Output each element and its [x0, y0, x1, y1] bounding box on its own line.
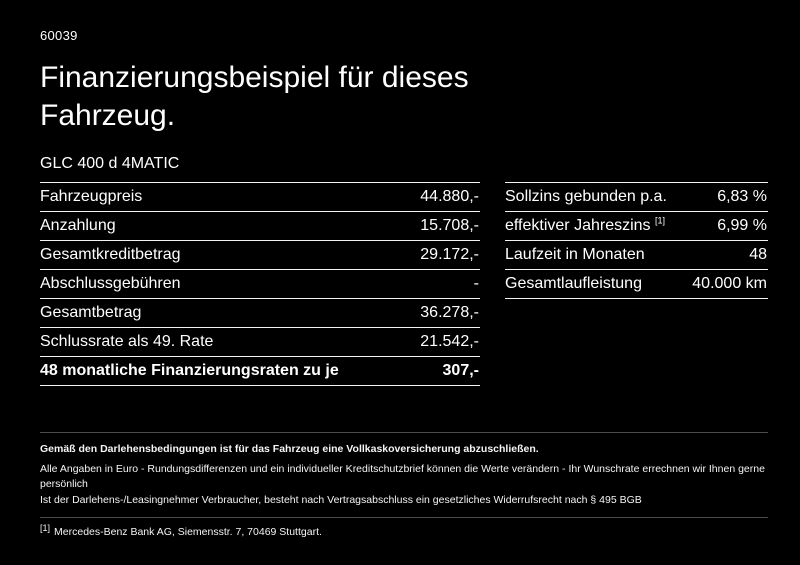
row-value: 21.542,-	[420, 333, 479, 350]
legal-note-insurance: Gemäß den Darlehensbedingungen ist für d…	[40, 443, 539, 455]
page-title: Finanzierungsbeispiel für dieses Fahrzeu…	[40, 61, 469, 132]
vehicle-name: GLC 400 d 4MATIC	[40, 155, 180, 172]
table-row-laufzeit: Laufzeit in Monaten 48	[505, 240, 768, 269]
table-row-anzahlung: Anzahlung 15.708,-	[40, 211, 480, 240]
table-row-effektiver-jahreszins: effektiver Jahreszins [1] 6,99 %	[505, 211, 768, 240]
legal-note-withdrawal: Ist der Darlehens-/Leasingnehmer Verbrau…	[40, 493, 642, 506]
financing-example-page: 60039 Finanzierungsbeispiel für dieses F…	[40, 28, 768, 538]
row-label: Fahrzeugpreis	[40, 188, 143, 205]
row-value: 29.172,-	[420, 246, 479, 263]
row-label: Gesamtkreditbetrag	[40, 246, 181, 263]
table-row-gesamtbetrag: Gesamtbetrag 36.278,-	[40, 298, 480, 327]
row-value: 15.708,-	[420, 217, 479, 234]
financing-tables: Fahrzeugpreis 44.880,- Anzahlung 15.708,…	[40, 182, 768, 386]
row-label: Abschlussgebühren	[40, 275, 181, 292]
row-value: -	[473, 275, 479, 292]
footnote-marker: [1]	[40, 522, 51, 533]
page-code: 60039	[40, 28, 78, 43]
row-value: 6,83 %	[717, 188, 767, 205]
footnote-bank: [1] Mercedes-Benz Bank AG, Siemensstr. 7,…	[40, 517, 768, 538]
row-label: 48 monatliche Finanzierungsraten zu je	[40, 362, 339, 379]
row-label: Gesamtbetrag	[40, 304, 142, 321]
table-row-schlussrate: Schlussrate als 49. Rate 21.542,-	[40, 327, 480, 356]
row-label: effektiver Jahreszins [1]	[505, 215, 666, 234]
row-value: 307,-	[442, 362, 479, 379]
row-value: 48	[749, 246, 767, 263]
row-value: 40.000 km	[692, 275, 767, 292]
table-row-abschlussgebuehren: Abschlussgebühren -	[40, 269, 480, 298]
table-row-fahrzeugpreis: Fahrzeugpreis 44.880,-	[40, 182, 480, 211]
row-value: 6,99 %	[717, 217, 767, 234]
table-row-gesamtlaufleistung: Gesamtlaufleistung 40.000 km	[505, 269, 768, 299]
conditions-table: Sollzins gebunden p.a. 6,83 % effektiver…	[505, 182, 768, 299]
footnote-text: Mercedes-Benz Bank AG, Siemensstr. 7, 70…	[54, 526, 322, 538]
row-value: 36.278,-	[420, 304, 479, 321]
legal-footer: Gemäß den Darlehensbedingungen ist für d…	[40, 432, 768, 538]
financing-breakdown-table: Fahrzeugpreis 44.880,- Anzahlung 15.708,…	[40, 182, 480, 386]
table-row-sollzins: Sollzins gebunden p.a. 6,83 %	[505, 182, 768, 211]
row-value: 44.880,-	[420, 188, 479, 205]
table-row-gesamtkreditbetrag: Gesamtkreditbetrag 29.172,-	[40, 240, 480, 269]
table-row-monatsrate: 48 monatliche Finanzierungsraten zu je 3…	[40, 356, 480, 386]
footnote-reference: [1]	[655, 215, 666, 226]
row-label: Gesamtlaufleistung	[505, 275, 642, 292]
row-label: Schlussrate als 49. Rate	[40, 333, 214, 350]
row-label: Anzahlung	[40, 217, 116, 234]
legal-note-rounding: Alle Angaben in Euro - Rundungsdifferenz…	[40, 462, 765, 491]
row-label: Sollzins gebunden p.a.	[505, 188, 667, 205]
row-label: Laufzeit in Monaten	[505, 246, 645, 263]
